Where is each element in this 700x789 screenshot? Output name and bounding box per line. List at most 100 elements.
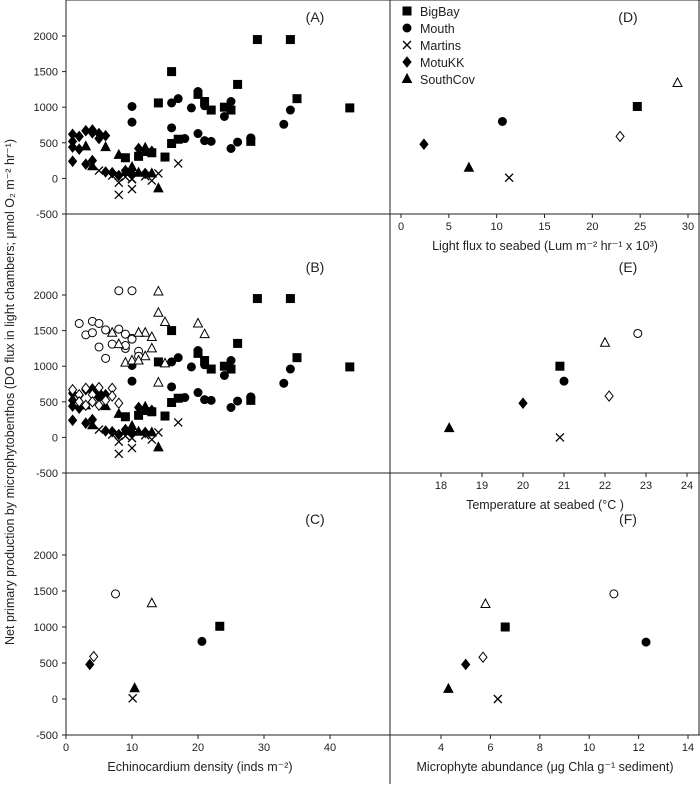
point-southcov (133, 425, 144, 436)
point-martins (504, 173, 514, 183)
point-southcov-open (153, 376, 164, 387)
point-mouth (127, 376, 137, 386)
point-martins (555, 432, 565, 442)
point-bigbay (285, 35, 295, 45)
point-mouth-open (127, 286, 137, 296)
y-tick-label: 1000 (34, 361, 58, 373)
x-tick-label: 21 (558, 480, 570, 492)
panel-label-a: (A) (306, 9, 325, 25)
point-motukk (67, 155, 78, 168)
y-tick-label: 0 (52, 173, 58, 185)
x-axis-title: Microphyte abundance (μg Chla g⁻¹ sedime… (417, 760, 674, 774)
x-tick-label: 15 (538, 221, 550, 233)
y-tick-label: -500 (36, 209, 58, 221)
point-southcov (87, 419, 98, 430)
point-mouth (641, 637, 651, 647)
point-southcov (80, 140, 92, 151)
x-tick-label: 22 (599, 480, 611, 492)
point-mouth-open (87, 328, 97, 338)
y-tick-label: 500 (40, 658, 58, 670)
point-southcov-open (106, 326, 118, 337)
point-motukk (100, 166, 111, 178)
point-mouth (233, 137, 243, 147)
point-mouth (167, 98, 177, 108)
point-motukk-open (100, 394, 111, 407)
point-mouth (180, 393, 190, 403)
point-bigbay (160, 411, 170, 421)
point-motukk (518, 397, 528, 410)
point-bigbay (153, 98, 163, 108)
point-mouth (193, 346, 203, 356)
point-mouth (226, 143, 236, 153)
panel-c (85, 589, 225, 703)
legend-marker-mouth (402, 23, 412, 33)
panel-a (67, 35, 355, 200)
point-mouth (197, 636, 207, 646)
point-motukk-open (615, 130, 625, 143)
point-motukk (74, 130, 84, 143)
point-mouth (246, 393, 256, 403)
x-tick-label: 8 (537, 742, 543, 754)
point-southcov (153, 441, 164, 452)
panel-label-e: (E) (619, 259, 638, 275)
point-southcov (153, 182, 164, 193)
point-bigbay (292, 94, 302, 104)
point-mouth (193, 129, 203, 139)
point-martins (128, 693, 138, 703)
point-mouth (226, 356, 236, 366)
y-tick-label: 0 (52, 694, 58, 706)
point-bigbay (500, 622, 510, 632)
point-southcov (146, 426, 158, 437)
point-southcov-open (599, 336, 611, 347)
point-bigbay (345, 362, 355, 372)
point-motukk-open (89, 650, 99, 663)
point-mouth (206, 395, 216, 405)
point-motukk (74, 402, 84, 415)
point-bigbay (167, 326, 177, 336)
y-tick-label: 2000 (34, 31, 58, 43)
point-southcov-open (126, 354, 138, 365)
point-southcov-open (153, 285, 164, 296)
point-martins (127, 443, 137, 453)
point-motukk-open (74, 395, 84, 408)
y-tick-label: 500 (40, 397, 58, 409)
point-mouth (193, 388, 203, 398)
point-motukk (461, 658, 471, 671)
point-mouth-open (94, 342, 104, 352)
point-bigbay (167, 139, 177, 149)
point-southcov-open (159, 357, 171, 368)
point-mouth-open (74, 318, 84, 328)
x-tick-label: 40 (324, 742, 336, 754)
point-motukk (67, 414, 78, 427)
x-tick-label: 0 (63, 742, 69, 754)
point-mouth (559, 376, 569, 386)
point-martins (147, 435, 157, 444)
point-southcov (146, 167, 158, 178)
point-motukk-open (81, 399, 91, 412)
point-bigbay (226, 105, 236, 115)
y-tick-label: 1000 (34, 102, 58, 114)
y-tick-label: 0 (52, 432, 58, 444)
point-motukk-open (94, 399, 104, 412)
point-bigbay (252, 294, 262, 304)
panel-label-c: (C) (305, 511, 324, 527)
point-southcov (113, 148, 125, 159)
point-mouth (200, 360, 210, 370)
legend: BigBay Mouth Martins MotuKK SouthCov (401, 5, 476, 87)
point-bigbay (252, 35, 262, 45)
point-mouth (167, 357, 177, 367)
point-southcov (126, 160, 138, 172)
point-mouth (497, 116, 507, 126)
x-tick-label: 0 (398, 221, 404, 233)
point-bigbay (160, 152, 170, 162)
point-motukk (100, 129, 111, 142)
point-bigbay (153, 357, 163, 367)
panel-e (443, 328, 643, 442)
point-martins (127, 184, 137, 194)
point-mouth (206, 136, 216, 146)
point-martins (173, 417, 183, 427)
legend-label-martins: Martins (420, 39, 461, 53)
point-southcov (129, 682, 140, 693)
